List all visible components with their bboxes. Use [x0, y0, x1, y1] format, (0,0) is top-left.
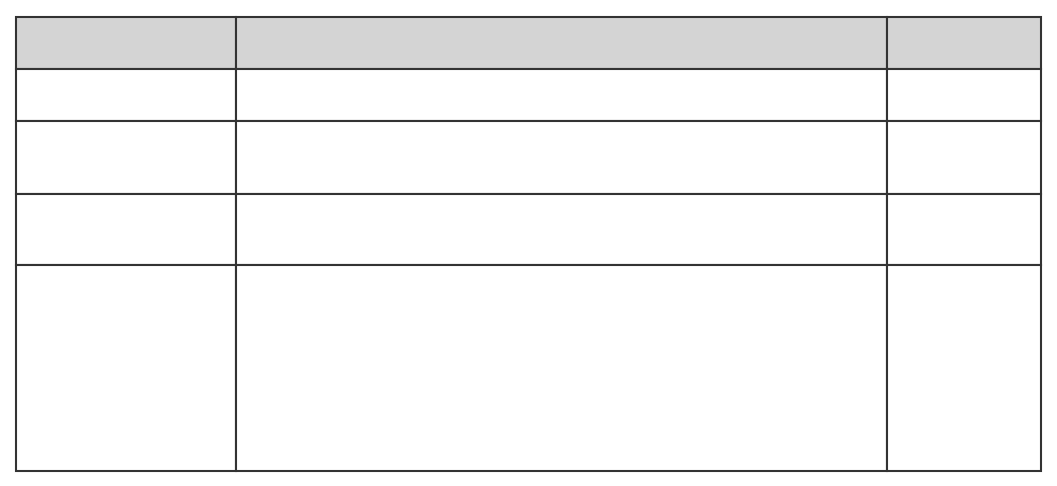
- Bar: [16, 194, 237, 265]
- Bar: [16, 121, 237, 194]
- Bar: [16, 17, 237, 69]
- Bar: [237, 121, 888, 194]
- Bar: [237, 265, 888, 471]
- Bar: [887, 121, 1041, 194]
- Bar: [887, 265, 1041, 471]
- Bar: [237, 69, 888, 121]
- Bar: [887, 17, 1041, 69]
- Bar: [16, 69, 237, 121]
- Bar: [887, 194, 1041, 265]
- Bar: [237, 194, 888, 265]
- Bar: [887, 69, 1041, 121]
- Bar: [16, 265, 237, 471]
- Bar: [237, 17, 888, 69]
